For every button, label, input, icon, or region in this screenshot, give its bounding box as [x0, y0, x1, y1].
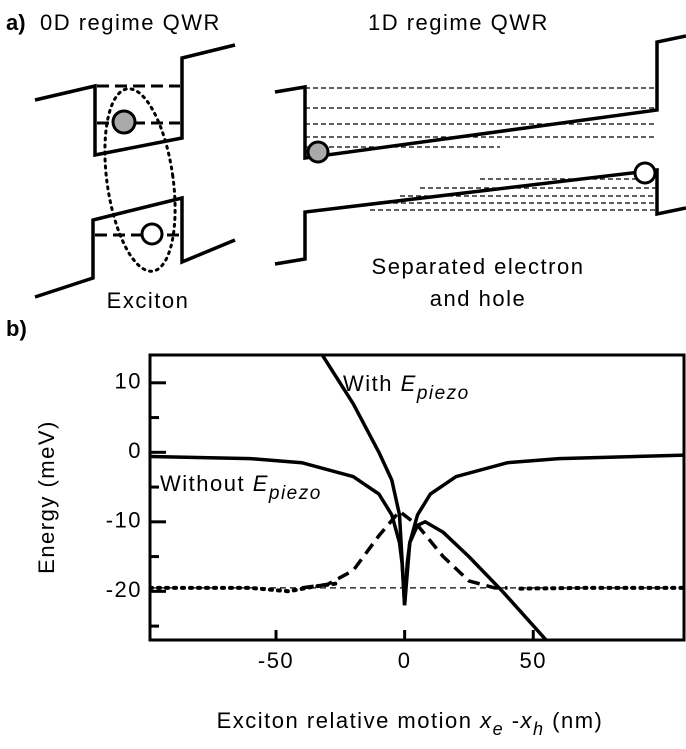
- caption: Separated electron: [372, 254, 585, 279]
- caption: Exciton: [107, 288, 190, 313]
- x-tick-label: 50: [520, 648, 547, 673]
- annotation-subscript: piezo: [416, 383, 470, 404]
- band-diagram-0d: [35, 45, 235, 297]
- annotation-text: Without: [160, 471, 253, 496]
- panel-title: 1D regime QWR: [368, 10, 549, 35]
- band-diagram-1d: [275, 36, 686, 264]
- panel-label: a): [6, 10, 26, 35]
- annotation-symbol: E: [253, 471, 269, 496]
- series-line: [150, 583, 685, 591]
- x-axis-label-part: x: [479, 708, 493, 733]
- figure: a) 0D regime QWR 1D regime QWR Exciton S…: [0, 0, 686, 749]
- x-tick-label: -50: [258, 648, 294, 673]
- x-tick-label: 0: [398, 648, 412, 673]
- y-tick-label: -10: [106, 508, 142, 533]
- y-tick-label: -20: [106, 577, 142, 602]
- x-axis-label: Exciton relative motion xe -xh (nm): [217, 708, 604, 739]
- x-axis-label-part: (nm): [545, 708, 604, 733]
- annotation-text: With: [343, 371, 401, 396]
- x-axis-label-part: h: [533, 719, 545, 739]
- caption: and hole: [430, 286, 526, 311]
- y-tick-label: 0: [128, 438, 142, 463]
- y-axis-label: Energy (meV): [34, 420, 59, 574]
- x-axis-label-part: Exciton relative motion: [217, 708, 480, 733]
- panel-title: 0D regime QWR: [40, 10, 221, 35]
- annotation: Without Epiezo: [160, 471, 322, 504]
- annotation-symbol: E: [401, 371, 417, 396]
- x-axis-label-part: x: [520, 708, 534, 733]
- x-axis-label-part: -: [504, 708, 520, 733]
- x-axis-label-part: e: [493, 719, 505, 739]
- annotation-subscript: piezo: [268, 483, 322, 504]
- annotation: With Epiezo: [343, 371, 470, 404]
- panel-label: b): [6, 316, 27, 341]
- y-tick-label: 10: [115, 369, 142, 394]
